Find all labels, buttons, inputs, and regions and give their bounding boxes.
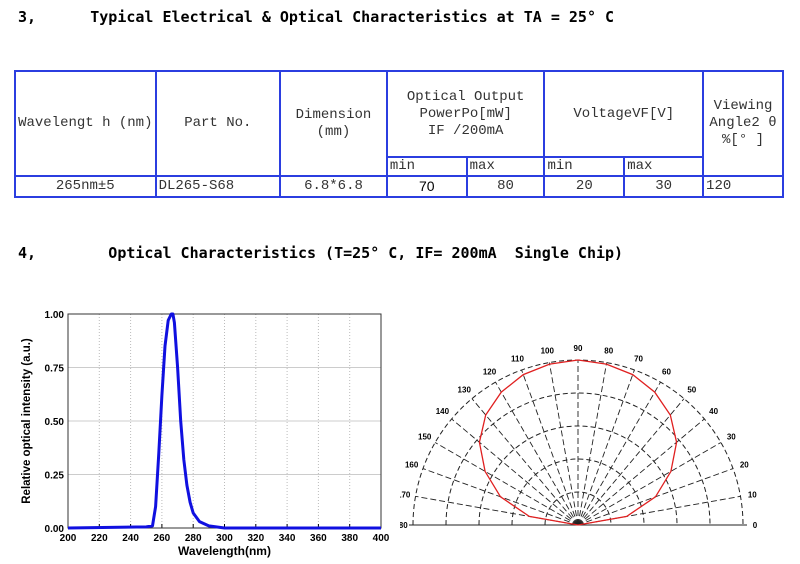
- x-tick-label: 200: [60, 533, 77, 544]
- header-part-no: Part No.: [154, 70, 282, 177]
- spectrum-line: [67, 312, 381, 530]
- angle-label: 150: [418, 433, 432, 442]
- angle-label: 90: [574, 344, 583, 353]
- angle-label: 170: [400, 490, 411, 499]
- polar-spoke: [577, 369, 635, 526]
- header-po-max: max: [465, 156, 546, 177]
- angle-label: 30: [727, 433, 736, 442]
- angle-label: 70: [634, 355, 643, 364]
- cell-part-no: DL265-S68: [154, 175, 282, 198]
- angle-label: 20: [740, 460, 749, 469]
- y-tick-label: 0.25: [45, 471, 65, 482]
- y-tick-label: 1.00: [45, 310, 65, 321]
- polar-spoke: [548, 362, 579, 526]
- cell-wavelength: 265nm±5: [14, 175, 157, 198]
- characteristics-table: Wavelengt h (nm) Part No. Dimension (mm)…: [14, 70, 784, 198]
- y-axis-label: Relative optical intensity (a.u.): [21, 338, 33, 504]
- polar-spoke: [495, 381, 579, 526]
- section-4-title: 4, Optical Characteristics (T=25° C, IF=…: [18, 244, 624, 262]
- radiation-pattern-chart: 0 10 20 30 40 50 60 70 80 90 100 110 120 130 140 150 160…: [400, 344, 758, 530]
- x-tick-label: 340: [279, 533, 296, 544]
- angle-label: 10: [748, 490, 757, 499]
- x-tick-label: 260: [154, 533, 171, 544]
- header-text: PowerPo[mW]: [419, 105, 512, 122]
- angle-label: 100: [541, 347, 555, 356]
- cell-po-min: 70: [385, 175, 468, 198]
- header-text: Optical Output: [406, 88, 525, 105]
- polar-spoke: [451, 418, 579, 526]
- angle-label: 0: [753, 521, 758, 530]
- cell-dimension: 6.8*6.8: [279, 175, 388, 198]
- x-tick-label: 280: [185, 533, 202, 544]
- header-text: IF /200mA: [427, 122, 504, 139]
- section-3-title: 3, Typical Electrical & Optical Characte…: [18, 8, 615, 26]
- cell-vf-min: 20: [543, 175, 626, 198]
- polar-spoke: [577, 362, 608, 526]
- x-tick-label: 220: [91, 533, 108, 544]
- angle-label: 60: [662, 368, 671, 377]
- table-row: 265nm±5 DL265-S68 6.8*6.8 70 80 20 30 12…: [14, 175, 784, 198]
- header-optical-output: Optical Output PowerPo[mW] IF /200mA: [385, 70, 546, 158]
- cell-po-max: 80: [465, 175, 546, 198]
- angle-label: 140: [436, 407, 450, 416]
- polar-spoke: [521, 369, 579, 526]
- angle-label: 180: [400, 521, 408, 530]
- header-vf-min: min: [543, 156, 626, 177]
- header-po-min: min: [385, 156, 468, 177]
- polar-spoke: [434, 442, 579, 526]
- angle-label: 120: [483, 368, 497, 377]
- header-vf-max: max: [623, 156, 705, 177]
- y-tick-label: 0.75: [45, 364, 65, 375]
- cell-viewing-angle: 120: [702, 175, 784, 198]
- y-tick-label: 0.00: [45, 524, 65, 535]
- angle-label: 110: [511, 355, 524, 364]
- y-tick-label: 0.50: [45, 417, 65, 428]
- header-text: Viewing: [713, 98, 773, 114]
- radiation-pattern-line: [478, 359, 678, 526]
- x-axis-label: Wavelength(nm): [178, 544, 271, 558]
- angle-label: 40: [709, 407, 718, 416]
- angle-label: 130: [458, 385, 472, 394]
- polar-spoke: [577, 442, 722, 526]
- header-voltage: VoltageVF[V]: [543, 70, 705, 158]
- x-tick-label: 400: [373, 533, 390, 544]
- x-tick-label: 380: [341, 533, 358, 544]
- x-tick-label: 300: [216, 533, 233, 544]
- cell-vf-max: 30: [623, 175, 705, 198]
- polar-spoke: [577, 398, 685, 526]
- header-viewing-angle: Viewing Angle2 θ %[° ]: [702, 70, 784, 177]
- header-text: %[° ]: [722, 132, 765, 148]
- spectrum-chart: 200 220 240 260 280 300 320 340 360 380 400 0.00 0.2…: [21, 310, 390, 558]
- x-tick-label: 320: [247, 533, 264, 544]
- header-text: Angle2 θ: [709, 115, 777, 131]
- header-dimension: Dimension (mm): [279, 70, 388, 177]
- x-tick-label: 360: [310, 533, 327, 544]
- angle-label: 160: [405, 460, 419, 469]
- polar-ring: [511, 458, 645, 526]
- angle-label: 80: [604, 347, 613, 356]
- polar-spoke: [577, 418, 705, 526]
- angle-label: 50: [687, 385, 696, 394]
- polar-spoke: [577, 381, 661, 526]
- polar-spoke: [471, 398, 579, 526]
- x-tick-label: 240: [122, 533, 139, 544]
- header-wavelength: Wavelengt h (nm): [14, 70, 157, 177]
